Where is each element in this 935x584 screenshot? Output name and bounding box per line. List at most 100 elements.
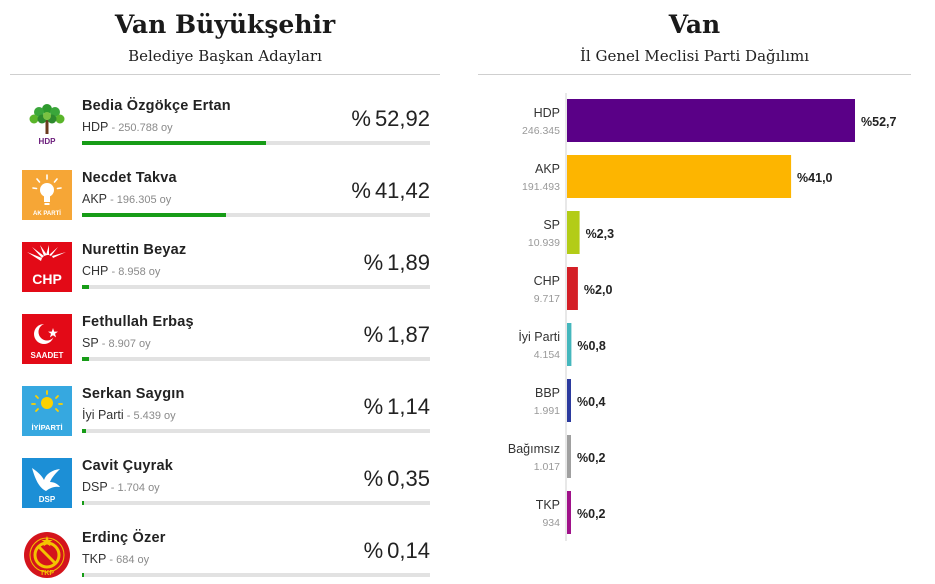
candidate-name: Necdet Takva	[82, 170, 177, 186]
vote-share-bar	[82, 501, 430, 505]
candidate-percentage: % 0,14	[364, 538, 430, 564]
party-label: TKP	[82, 552, 107, 566]
party-label: HDP	[82, 120, 109, 134]
percent-prefix: %	[363, 322, 384, 347]
vote-count: - 684 oy	[106, 554, 150, 566]
chart-data-label: %0,8	[577, 339, 606, 353]
vote-share-fill	[82, 501, 85, 505]
chart-row: AKP 191.493 %41,0	[522, 155, 833, 198]
chart-data-label: %2,0	[584, 283, 613, 297]
right-panel-subtitle: İl Genel Meclisi Parti Dağılımı	[579, 47, 810, 65]
vote-share-fill	[82, 429, 86, 433]
chart-vote-count: 1.017	[534, 461, 560, 473]
party-label: AKP	[82, 192, 108, 206]
right-panel-divider	[478, 74, 911, 75]
percent-prefix: %	[351, 178, 371, 203]
percent-prefix: %	[351, 106, 371, 131]
chart-bar	[567, 379, 571, 422]
chart-data-label: %0,4	[577, 395, 606, 409]
vote-share-fill	[82, 285, 89, 289]
candidate-percentage: % 52,92	[351, 106, 430, 132]
party-label: SP	[82, 336, 99, 350]
svg-text:HDP: HDP	[39, 137, 57, 146]
candidate-percentage: % 1,14	[364, 394, 430, 420]
chart-row: İyi Parti 4.154 %0,8	[518, 323, 606, 366]
vote-share-bar	[82, 429, 430, 433]
candidate-name: Bedia Özgökçe Ertan	[82, 98, 231, 114]
percent-prefix: %	[363, 538, 384, 563]
candidate-percentage: % 1,87	[364, 322, 430, 348]
svg-text:SAADET: SAADET	[31, 351, 64, 360]
iyi-logo-icon: İYİPARTİ	[22, 386, 72, 436]
party-label: İyi Parti	[82, 408, 124, 422]
chart-category-label: BBP	[535, 386, 560, 400]
candidate-party: CHP - 8.958 oy	[82, 264, 160, 278]
candidate-row: DSP Cavit Çuyrak DSP - 1.704 oy % 0,35	[22, 458, 430, 518]
vote-share-bar	[82, 573, 430, 577]
candidate-party: HDP - 250.788 oy	[82, 120, 173, 134]
party-label: CHP	[82, 264, 109, 278]
svg-text:DSP: DSP	[39, 495, 56, 504]
chart-category-label: Bağımsız	[508, 442, 560, 456]
vote-count-value: 8.907 oy	[108, 338, 151, 350]
percent-prefix: %	[363, 466, 384, 491]
candidate-row: TKP Erdinç Özer TKP - 684 oy % 0,14	[22, 530, 430, 584]
chp-logo-icon: CHP	[22, 242, 72, 292]
chart-data-label: %0,2	[577, 507, 606, 521]
chart-bar	[567, 435, 571, 478]
percent-value: 52,92	[374, 106, 430, 131]
candidate-party: TKP - 684 oy	[82, 552, 149, 566]
vote-count: - 5.439 oy	[123, 410, 176, 422]
left-panel-divider	[10, 74, 440, 75]
chart-bar	[567, 155, 792, 198]
chart-row: CHP 9.717 %2,0	[534, 267, 613, 310]
candidate-percentage: % 41,42	[351, 178, 430, 204]
chart-data-label: %41,0	[797, 171, 832, 185]
tkp-logo-icon: TKP	[22, 530, 72, 580]
vote-count-value: 684 oy	[116, 554, 150, 566]
percent-value: 0,35	[387, 466, 430, 491]
svg-text:İYİPARTİ: İYİPARTİ	[31, 423, 62, 432]
chart-vote-count: 1.991	[534, 405, 560, 417]
chart-vote-count: 191.493	[522, 181, 560, 193]
candidate-name: Cavit Çuyrak	[82, 458, 174, 474]
vote-count: - 250.788 oy	[108, 122, 173, 134]
chart-row: TKP 934 %0,2	[536, 491, 606, 534]
chart-row: BBP 1.991 %0,4	[534, 379, 606, 422]
chart-category-label: İyi Parti	[518, 330, 560, 344]
vote-share-bar	[82, 357, 430, 361]
candidate-row: İYİPARTİ Serkan Saygın İyi Parti - 5.439…	[22, 386, 430, 446]
chart-bar	[567, 267, 578, 310]
candidate-party: SP - 8.907 oy	[82, 336, 151, 350]
candidate-name: Serkan Saygın	[82, 386, 185, 402]
vote-count: - 8.958 oy	[108, 266, 161, 278]
percent-value: 1,87	[387, 322, 430, 347]
percent-value: 1,89	[387, 250, 430, 275]
chart-bar	[567, 491, 571, 534]
vote-share-fill	[82, 141, 267, 145]
vote-share-bar	[82, 141, 430, 145]
chart-row: HDP 246.345 %52,7	[522, 99, 896, 142]
left-panel-title: Van Büyükşehir	[114, 10, 336, 39]
percent-prefix: %	[363, 250, 384, 275]
vote-count-value: 5.439 oy	[133, 410, 176, 422]
chart-vote-count: 10.939	[528, 237, 560, 249]
party-label: DSP	[82, 480, 108, 494]
candidate-percentage: % 1,89	[364, 250, 430, 276]
chart-category-label: SP	[543, 218, 560, 232]
vote-count-value: 8.958 oy	[118, 266, 161, 278]
vote-count: - 196.305 oy	[107, 194, 172, 206]
chart-category-label: AKP	[535, 162, 560, 176]
chart-vote-count: 9.717	[534, 293, 560, 305]
chart-vote-count: 246.345	[522, 125, 560, 137]
candidate-party: İyi Parti - 5.439 oy	[82, 408, 176, 422]
candidate-party: AKP - 196.305 oy	[82, 192, 171, 206]
percent-value: 0,14	[387, 538, 430, 563]
chart-data-label: %52,7	[861, 115, 896, 129]
vote-share-bar	[82, 285, 430, 289]
dsp-logo-icon: DSP	[22, 458, 72, 508]
svg-text:AK PARTİ: AK PARTİ	[33, 210, 61, 217]
chart-bar	[567, 323, 572, 366]
chart-row: Bağımsız 1.017 %0,2	[508, 435, 606, 478]
candidate-row: AK PARTİ Necdet Takva AKP - 196.305 oy %…	[22, 170, 430, 230]
